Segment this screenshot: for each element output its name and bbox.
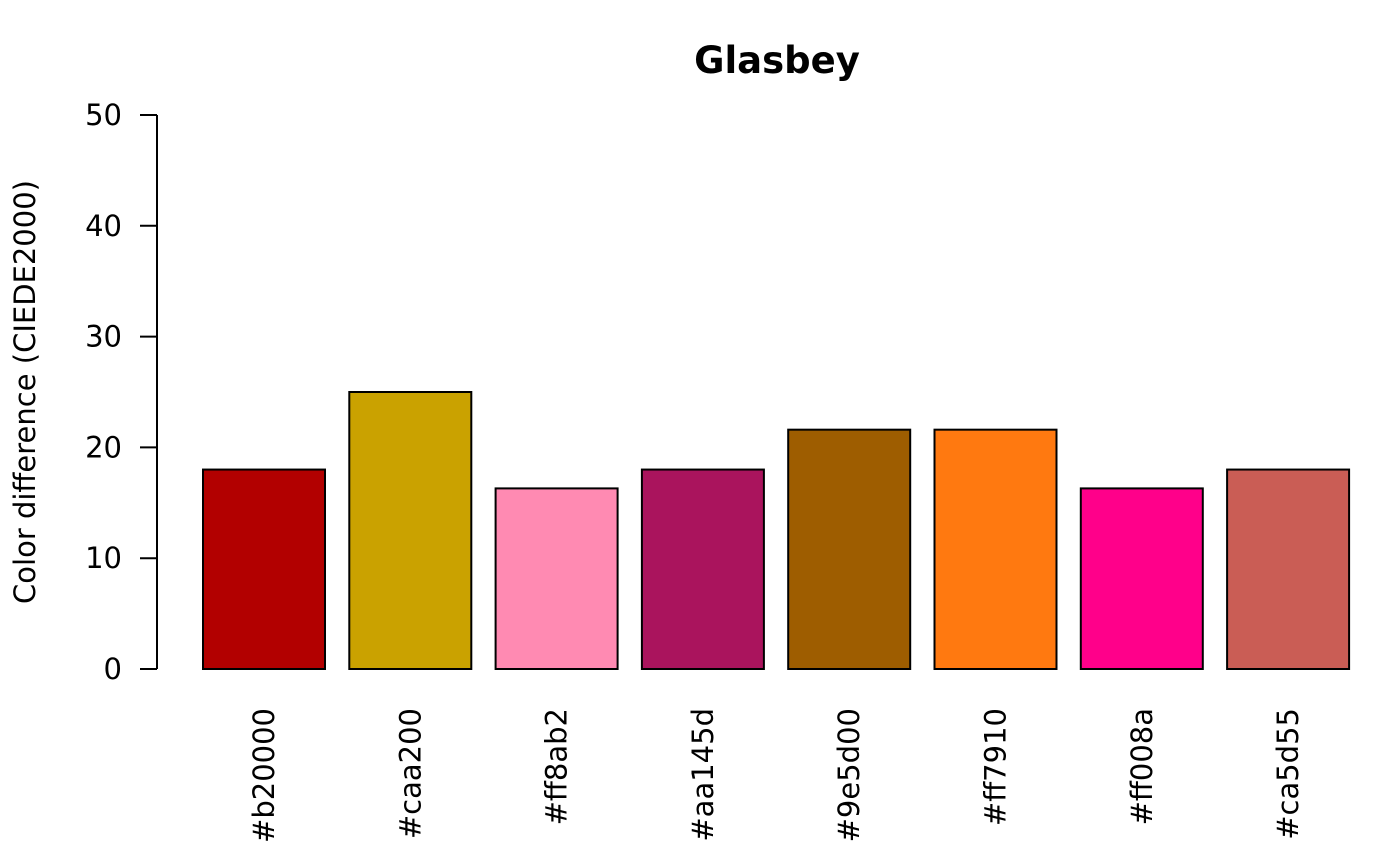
bar: [1226, 468, 1351, 670]
x-tick-label: #ff7910: [979, 708, 1013, 826]
y-tick-label: 20: [85, 430, 122, 464]
x-tick-label: #ca5d55: [1271, 708, 1305, 840]
bar: [494, 487, 619, 670]
bar: [787, 428, 912, 670]
bar: [202, 468, 326, 670]
y-tick-label: 40: [85, 209, 122, 243]
x-tick-label: #aa145d: [686, 708, 720, 842]
bar: [933, 428, 1058, 670]
y-tick-label: 30: [85, 320, 122, 354]
x-tick-label: #ff008a: [1125, 708, 1159, 825]
bar: [348, 391, 473, 670]
x-tick-label: #caa200: [393, 708, 427, 839]
y-tick-label: 10: [85, 541, 122, 575]
y-axis-ticks: 0 10 20 30 40 50: [85, 98, 157, 686]
bar: [1079, 487, 1204, 670]
x-axis-tick-labels: #b20000 #caa200 #ff8ab2 #aa145d #9e5d00 #ff79…: [247, 708, 1305, 843]
x-tick-label: #b20000: [247, 708, 281, 843]
bars: [202, 391, 1351, 670]
y-axis-label: Color difference (CIEDE2000): [8, 180, 42, 604]
chart-title: Glasbey: [694, 39, 860, 82]
y-tick-label: 0: [104, 652, 122, 686]
bar: [640, 468, 765, 670]
y-tick-label: 50: [85, 98, 122, 132]
x-tick-label: #ff8ab2: [540, 708, 574, 825]
x-tick-label: #9e5d00: [832, 708, 866, 842]
